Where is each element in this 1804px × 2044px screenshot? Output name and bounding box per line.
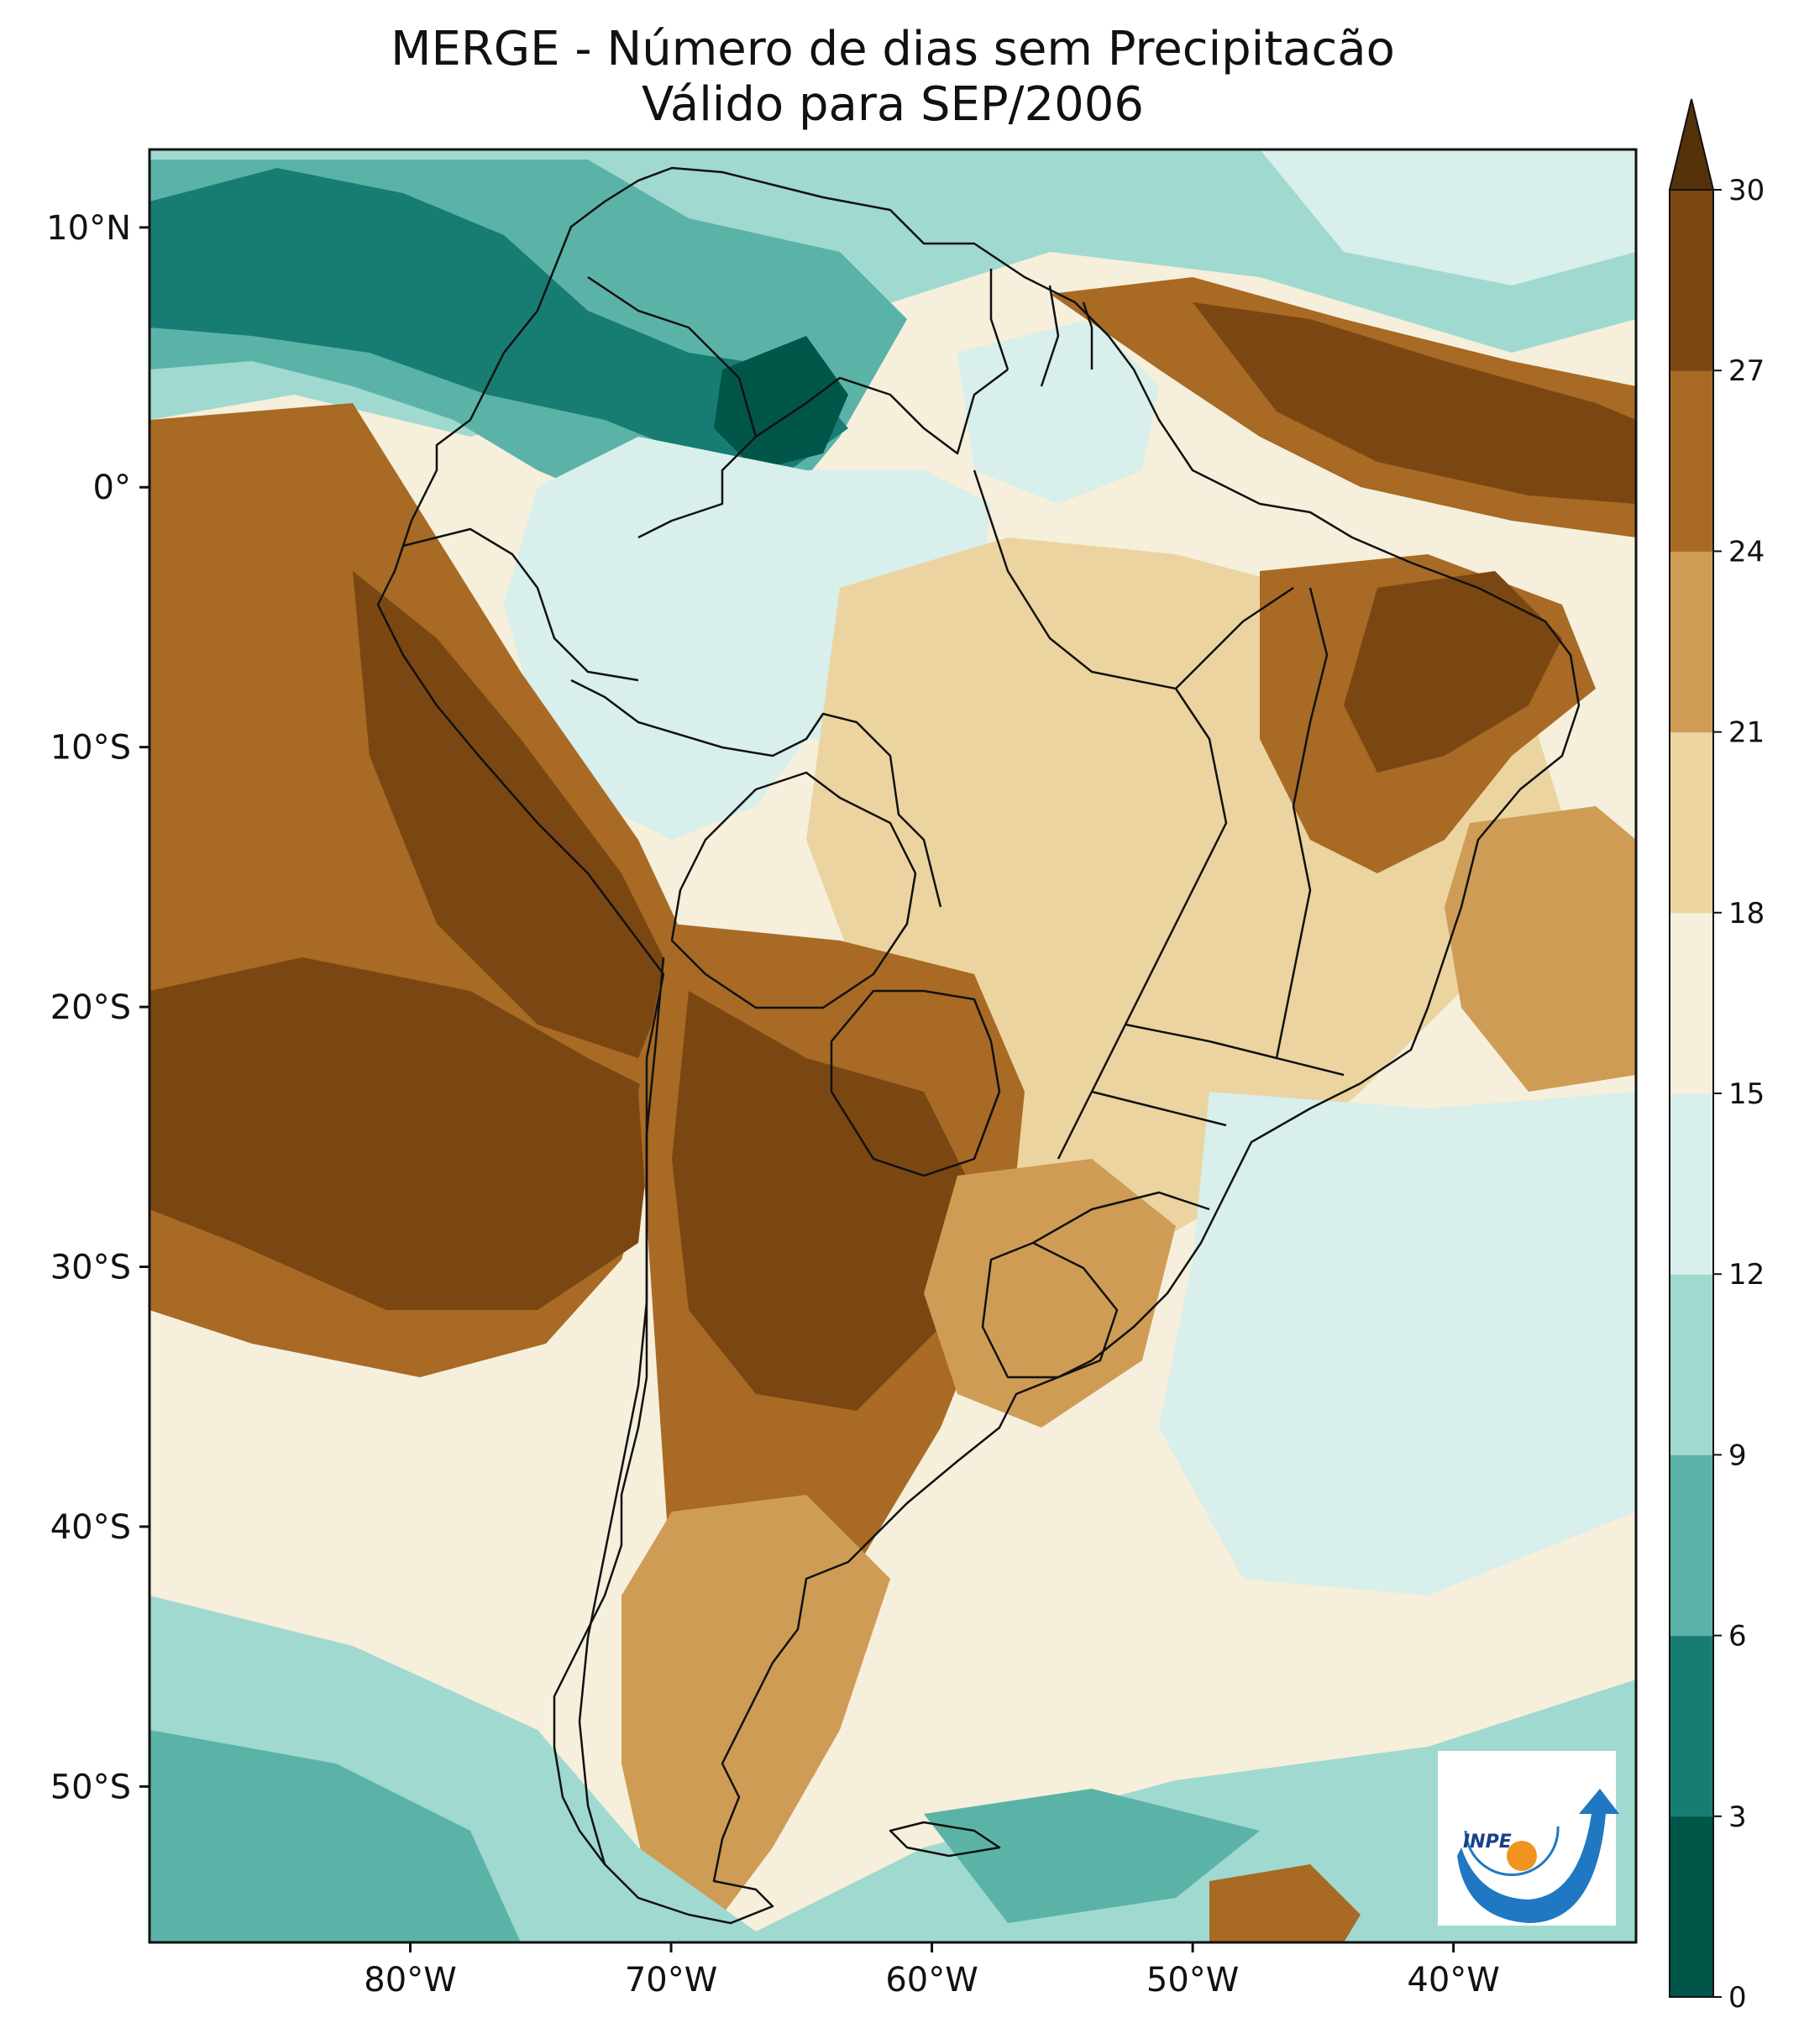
colorbar-segment (1670, 731, 1713, 914)
field-southern-ocean-teal (149, 1730, 521, 1942)
field-south-dry-spot (1209, 1864, 1361, 1942)
colorbar-segment (1670, 551, 1713, 733)
field-east-atlantic-tan (1445, 806, 1636, 1092)
map-title: MERGE - Número de dias sem Precipitacão … (149, 22, 1636, 133)
border-bolivia (670, 771, 917, 1009)
field-nw-dark (149, 168, 848, 470)
title-line-2: Válido para SEP/2006 (641, 77, 1145, 132)
falklands-islands (889, 1821, 1001, 1858)
colorbar-label: 18 (1728, 897, 1765, 930)
colorbar-segment (1670, 1093, 1713, 1275)
field-argentina-dark (672, 991, 974, 1411)
country-borders (376, 166, 1581, 1925)
colorbar-segment (1670, 1274, 1713, 1455)
colorbar-label: 15 (1728, 1077, 1765, 1111)
border-ecuador-peru (402, 527, 639, 682)
field-patagonia (621, 1495, 890, 1915)
field-uruguay-dry (924, 1159, 1176, 1428)
logo-text: INPE (1463, 1832, 1512, 1853)
field-ne-atlantic-light (1260, 149, 1636, 286)
field-nordeste-dark (1344, 571, 1562, 773)
border-uruguay (981, 1241, 1119, 1379)
lat-tick-label: 50°S (50, 1768, 131, 1806)
field-andes-dark (353, 571, 672, 1058)
colorbar-label: 3 (1728, 1800, 1747, 1834)
border-peru-brazil (570, 679, 942, 908)
title-line-1: MERGE - Número de dias sem Precipitacão (391, 22, 1395, 76)
lat-tick-label: 40°S (50, 1508, 131, 1547)
colorbar-label: 21 (1728, 716, 1765, 750)
colorbar-label: 0 (1728, 1981, 1747, 2015)
lon-tick-label: 60°W (885, 1961, 978, 1999)
lon-tick-label: 50°W (1146, 1961, 1239, 1999)
lat-tick-label: 0° (93, 469, 131, 507)
colorbar-label: 27 (1728, 354, 1765, 388)
field-atlantic-dry-core (1193, 302, 1636, 504)
field-southern-ocean (149, 1596, 1636, 1942)
border-venezuela-brazil (755, 369, 1009, 455)
border-argentina-chile (578, 956, 665, 1865)
precipitation-field (149, 149, 1636, 1942)
longitude-ticks: 80°W 70°W 60°W 50°W 40°W (364, 1942, 1500, 1999)
border-guianas (989, 269, 1093, 387)
colorbar-segment (1670, 370, 1713, 552)
field-amazon-core (714, 336, 848, 470)
colorbar-segment (1670, 1454, 1713, 1637)
field-pacific-dark (149, 957, 655, 1310)
inpe-logo: INPE (1438, 1751, 1619, 1926)
field-south-atlantic-light (1159, 1092, 1636, 1596)
colorbar: 0 3 6 9 12 15 18 21 24 27 30 (1668, 98, 1765, 2015)
field-guiana-light (957, 319, 1159, 504)
lon-tick-label: 70°W (625, 1961, 717, 1999)
lon-tick-label: 40°W (1407, 1961, 1499, 1999)
colorbar-segment (1670, 190, 1713, 371)
lat-tick-label: 10°N (46, 209, 131, 248)
colorbar-label: 12 (1728, 1258, 1765, 1292)
logo-sun (1507, 1841, 1537, 1871)
border-paraguay (830, 989, 1001, 1177)
latitude-ticks: 10°N 0° 10°S 20°S 30°S 40°S 50°S (46, 209, 149, 1806)
lat-tick-label: 30°S (50, 1249, 131, 1287)
colorbar-label: 9 (1728, 1439, 1747, 1472)
lat-tick-label: 10°S (50, 729, 131, 768)
field-south-atlantic-teal (924, 1789, 1260, 1923)
colorbar-segment (1670, 1635, 1713, 1817)
colorbar-label: 24 (1728, 535, 1765, 569)
border-brazil-states (973, 469, 1345, 1245)
lon-tick-label: 80°W (364, 1961, 456, 1999)
colorbar-label: 6 (1728, 1620, 1747, 1654)
map-panel (149, 149, 1636, 1942)
colorbar-segment (1670, 1816, 1713, 1998)
logo-orbit (1464, 1826, 1560, 1876)
colorbar-extend-arrow (1668, 98, 1715, 191)
colorbar-label: 30 (1728, 174, 1765, 207)
map-frame (148, 148, 1638, 1944)
logo-arrow (1457, 1789, 1619, 1923)
lat-tick-label: 20°S (50, 988, 131, 1027)
colorbar-segment (1670, 912, 1713, 1094)
